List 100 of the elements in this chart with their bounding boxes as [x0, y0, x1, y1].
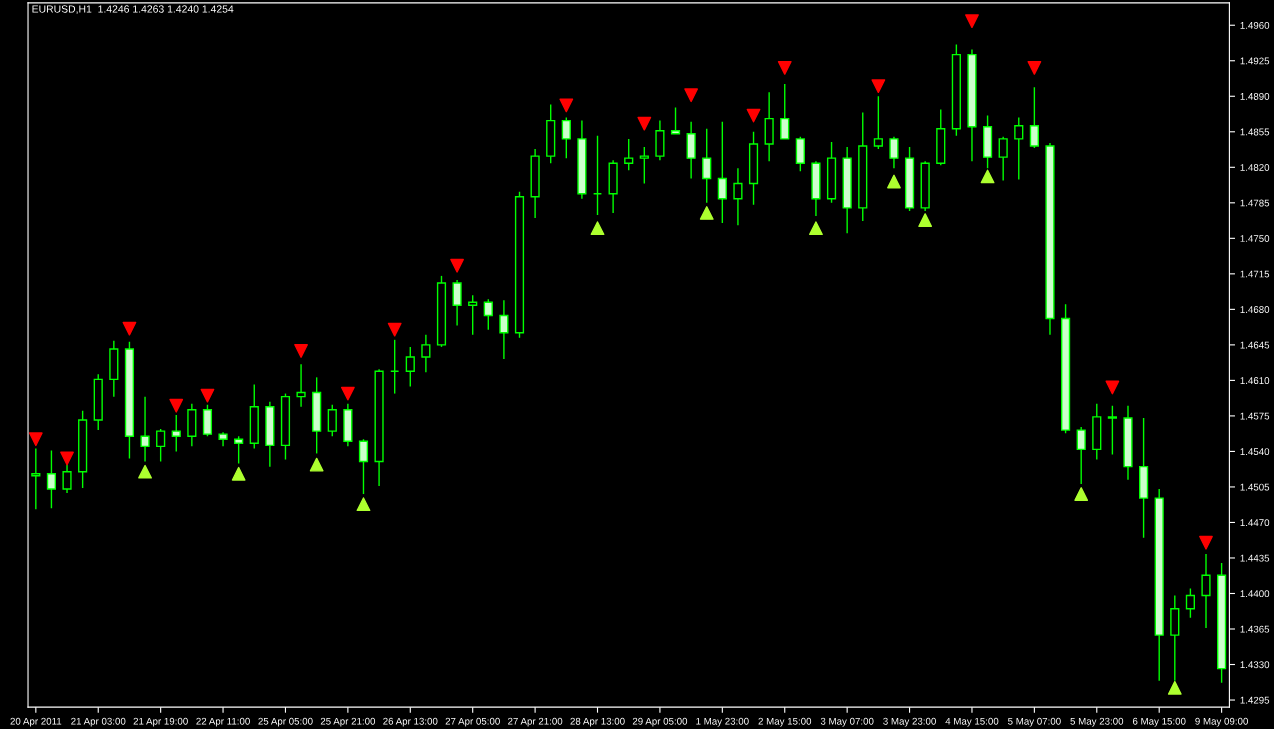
- x-tick-label: 6 May 15:00: [1132, 717, 1186, 727]
- point: [918, 213, 933, 227]
- y-tick-label: 1.4365: [1240, 625, 1270, 633]
- candlestick: [639, 146, 649, 185]
- point: [356, 497, 371, 512]
- point: [1199, 535, 1213, 550]
- y-tick-label: 1.4540: [1240, 448, 1270, 456]
- point: [887, 174, 901, 189]
- y-tick-label: 1.4435: [1240, 554, 1270, 562]
- x-tick-label: 9 May 09:00: [1195, 717, 1248, 727]
- candlestick: [1029, 86, 1039, 149]
- candlestick: [889, 136, 899, 170]
- point: [1167, 680, 1182, 695]
- x-tick-label: 20 Apr 2011: [10, 717, 62, 727]
- point: [138, 464, 152, 479]
- candlestick: [561, 116, 571, 159]
- candlestick: [1076, 426, 1086, 485]
- y-tick-label: 1.4470: [1240, 519, 1270, 527]
- y-tick-label: 1.4820: [1240, 164, 1270, 171]
- candlestick: [1014, 116, 1024, 181]
- candlestick: [670, 106, 681, 135]
- point: [590, 221, 605, 236]
- point: [809, 221, 823, 236]
- point: [200, 388, 215, 403]
- y-tick-label: 1.4925: [1240, 57, 1270, 65]
- y-tick-label: 1.4610: [1240, 377, 1270, 385]
- chart-title: EURUSD,H1 1.4246 1.4263 1.4240 1.4254: [32, 5, 234, 14]
- point: [637, 116, 652, 131]
- candlestick: [296, 363, 306, 408]
- y-tick-label: 1.4715: [1240, 270, 1270, 278]
- x-tick-label: 21 Apr 03:00: [71, 717, 126, 727]
- y-tick-label: 1.4890: [1240, 93, 1270, 100]
- y-tick-label: 1.4330: [1240, 661, 1270, 669]
- point: [450, 258, 464, 273]
- x-tick-label: 29 Apr 05:00: [632, 717, 688, 727]
- candlestick: [499, 299, 509, 360]
- point: [340, 386, 355, 401]
- y-tick-label: 1.4295: [1240, 696, 1270, 704]
- point: [980, 169, 995, 184]
- x-tick-label: 5 May 07:00: [1008, 717, 1061, 727]
- x-tick-label: 5 May 23:00: [1070, 717, 1124, 727]
- point: [122, 321, 137, 336]
- candlestick: [780, 83, 790, 140]
- candlestick: [46, 449, 57, 509]
- candlestick: [31, 447, 41, 510]
- candlestick: [358, 438, 369, 495]
- point: [684, 88, 699, 103]
- candlestick: [234, 435, 244, 465]
- point: [231, 466, 246, 481]
- point: [1027, 60, 1042, 75]
- candlestick: [1107, 405, 1117, 456]
- candlestick: [452, 279, 462, 327]
- candlestick: [156, 428, 166, 463]
- candlestick: [702, 128, 712, 204]
- candlestick: [468, 294, 478, 336]
- candlestick: [1185, 587, 1195, 619]
- x-tick-label: 28 Apr 13:00: [570, 717, 625, 727]
- x-tick-label: 22 Apr 11:00: [196, 717, 250, 727]
- candlestick: [873, 95, 883, 150]
- x-tick-label: 4 May 15:00: [945, 717, 999, 727]
- point: [169, 398, 184, 413]
- y-tick-label: 1.4575: [1240, 412, 1270, 420]
- candlestick: [140, 395, 150, 463]
- x-tick-label: 2 May 15:00: [758, 717, 812, 727]
- point: [1105, 380, 1120, 395]
- candlestick: [624, 138, 634, 172]
- point: [777, 60, 792, 75]
- point: [559, 98, 574, 113]
- x-tick-label: 26 Apr 13:00: [383, 717, 438, 727]
- x-tick-label: 3 May 23:00: [883, 717, 936, 727]
- y-tick-label: 1.4960: [1240, 21, 1270, 29]
- y-tick-label: 1.4400: [1240, 590, 1270, 598]
- point: [965, 14, 979, 29]
- point: [294, 344, 308, 358]
- y-tick-label: 1.4855: [1240, 128, 1270, 136]
- y-tick-label: 1.4785: [1240, 199, 1270, 207]
- candlestick: [998, 136, 1008, 182]
- point: [28, 432, 43, 447]
- point: [746, 108, 761, 123]
- y-tick-label: 1.4750: [1240, 235, 1270, 242]
- x-tick-label: 1 May 23:00: [696, 717, 749, 727]
- y-tick-label: 1.4505: [1240, 483, 1270, 491]
- point: [387, 322, 402, 337]
- x-tick-label: 21 Apr 19:00: [133, 717, 188, 727]
- candlestick: [733, 167, 743, 226]
- x-tick-label: 25 Apr 05:00: [258, 717, 313, 727]
- point: [60, 451, 74, 466]
- candlestick: [327, 404, 337, 437]
- x-tick-label: 25 Apr 21:00: [320, 717, 376, 727]
- candlestick: [483, 298, 493, 331]
- candlestick: [717, 120, 727, 224]
- candlestick: [1201, 553, 1211, 629]
- y-tick-label: 1.4680: [1240, 306, 1270, 313]
- point: [1074, 487, 1089, 501]
- candlestick: [171, 414, 181, 453]
- point: [309, 457, 324, 472]
- candlestick: [405, 346, 415, 388]
- candlestick: [421, 334, 431, 373]
- y-tick-label: 1.4645: [1240, 341, 1270, 349]
- point: [699, 206, 714, 220]
